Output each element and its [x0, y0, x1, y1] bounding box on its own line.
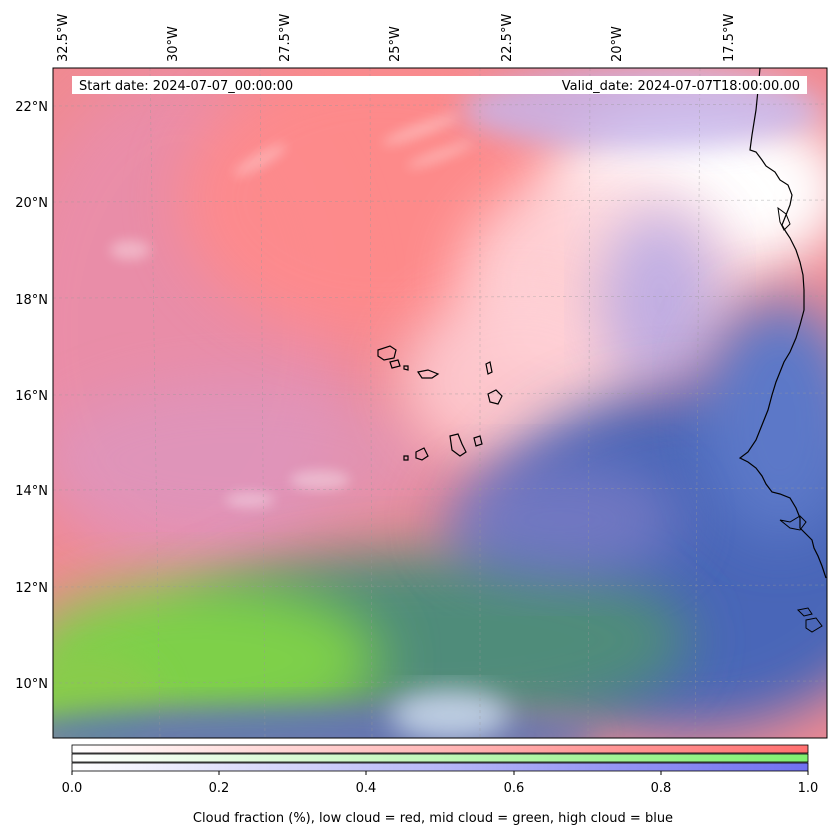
- colorbar-tick: 0.6: [504, 781, 525, 796]
- colorbar-tick: 0.2: [209, 781, 230, 796]
- start-date-label: Start date: 2024-07-07_00:00:00: [79, 79, 293, 94]
- lat-label: 10°N: [15, 677, 48, 692]
- lon-label: 27.5°W: [278, 14, 293, 62]
- lon-label: 22.5°W: [500, 14, 515, 62]
- lat-label: 18°N: [15, 293, 48, 308]
- longitude-labels: 32.5°W 30°W 27.5°W 25°W 22.5°W 20°W 17.5…: [56, 14, 737, 62]
- cape-verde-islands: [377, 345, 503, 461]
- lat-label: 14°N: [15, 484, 48, 499]
- lat-label: 22°N: [15, 100, 48, 115]
- colorbar-tick: 1.0: [798, 781, 819, 796]
- lon-label: 32.5°W: [56, 14, 71, 62]
- lon-label: 25°W: [388, 26, 403, 62]
- cloud-field: [53, 68, 827, 738]
- lat-label: 16°N: [15, 389, 48, 404]
- date-banner: [72, 76, 807, 94]
- lon-label: 17.5°W: [722, 14, 737, 62]
- colorbar-mid-band: [71, 753, 809, 763]
- colorbar: 0.0 0.2 0.4 0.6 0.8 1.0 Cloud fraction (…: [62, 744, 819, 826]
- colorbar-low-band: [71, 744, 809, 754]
- lon-label: 20°W: [610, 26, 625, 62]
- coastline: [738, 68, 827, 579]
- colorbar-high-band: [71, 762, 809, 772]
- valid-date-label: Valid_date: 2024-07-07T18:00:00.00: [562, 79, 800, 94]
- colorbar-tick: 0.0: [62, 781, 83, 796]
- colorbar-caption: Cloud fraction (%), low cloud = red, mid…: [193, 811, 673, 826]
- lat-label: 12°N: [15, 581, 48, 596]
- latitude-labels: 22°N 20°N 18°N 16°N 14°N 12°N 10°N: [15, 100, 48, 692]
- map-frame: [52, 67, 828, 739]
- colorbar-tick: 0.8: [651, 781, 672, 796]
- colorbar-tick: 0.4: [356, 781, 377, 796]
- lon-label: 30°W: [166, 26, 181, 62]
- lat-label: 20°N: [15, 196, 48, 211]
